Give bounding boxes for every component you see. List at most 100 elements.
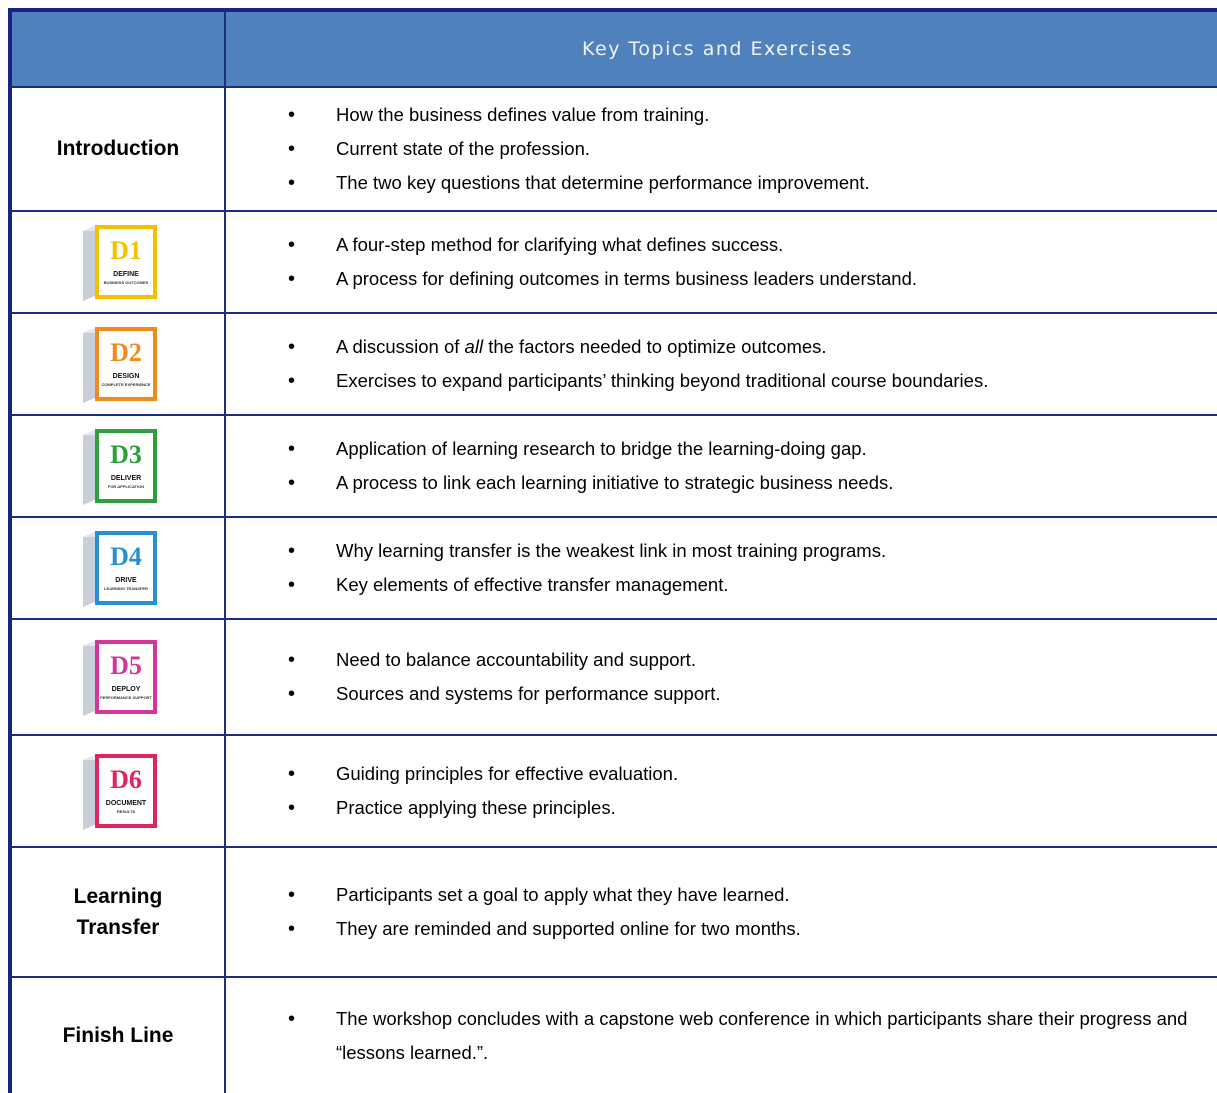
cube-front [95, 327, 157, 401]
table-row: Finish Line The workshop concludes with a… [12, 978, 1217, 1093]
bullet-list: Application of learning research to brid… [226, 432, 1209, 500]
cube-sub: RESULTS [117, 809, 136, 814]
label-text: Introduction [56, 137, 180, 161]
bullet-text: Exercises to expand participants’ thinki… [336, 370, 989, 391]
header-left [12, 12, 226, 86]
cube-sub: LEARNING TRANSFER [104, 586, 148, 591]
table-row: D3 DELIVER FOR APPLICATION Application of l… [12, 416, 1217, 518]
cube-icon: D2 DESIGN COMPLETE EXPERIENCE [83, 327, 157, 403]
bullets-cell: Guiding principles for effective evaluat… [226, 736, 1217, 846]
bullet-item: They are reminded and supported online f… [226, 912, 1209, 946]
table-row: D6 DOCUMENT RESULTS Guiding principles for … [12, 736, 1217, 848]
bullet-item: The workshop concludes with a capstone w… [226, 1002, 1209, 1070]
row-label: D5 DEPLOY PERFORMANCE SUPPORT [12, 620, 226, 734]
cube-side [83, 640, 97, 716]
bullet-text: The workshop concludes with a capstone w… [336, 1007, 1188, 1063]
cube-code: D2 [110, 338, 142, 367]
cube-code: D1 [110, 236, 142, 265]
cube-sub: BUSINESS OUTCOMES [104, 280, 149, 285]
table-row: D4 DRIVE LEARNING TRANSFER Why learning tra… [12, 518, 1217, 620]
bullet-list: Guiding principles for effective evaluat… [226, 757, 1209, 825]
bullet-item: Why learning transfer is the weakest lin… [226, 534, 1209, 568]
table: Key Topics and Exercises Introduction How … [8, 8, 1217, 1093]
cube-sub: PERFORMANCE SUPPORT [100, 695, 152, 700]
table-row: D5 DEPLOY PERFORMANCE SUPPORT Need to balan… [12, 620, 1217, 736]
bullet-list: Need to balance accountability and suppo… [226, 643, 1209, 711]
bullet-text: Participants set a goal to apply what th… [336, 884, 790, 905]
row-label: Introduction [12, 88, 226, 210]
row-label: D4 DRIVE LEARNING TRANSFER [12, 518, 226, 618]
bullet-item: Current state of the profession. [226, 132, 1209, 166]
row-label: D3 DELIVER FOR APPLICATION [12, 416, 226, 516]
bullets-cell: A four-step method for clarifying what d… [226, 212, 1217, 312]
bullet-item: Need to balance accountability and suppo… [226, 643, 1209, 677]
bullet-item: Application of learning research to brid… [226, 432, 1209, 466]
cube-sub: COMPLETE EXPERIENCE [101, 382, 150, 387]
bullet-text: Why learning transfer is the weakest lin… [336, 540, 887, 561]
label-text: Finish Line [62, 1023, 174, 1047]
bullet-item: Practice applying these principles. [226, 791, 1209, 825]
bullets-cell: The workshop concludes with a capstone w… [226, 978, 1217, 1093]
bullet-text: The two key questions that determine per… [336, 172, 870, 193]
bullets-cell: Why learning transfer is the weakest lin… [226, 518, 1217, 618]
bullet-text: all [464, 336, 484, 357]
bullet-item: Participants set a goal to apply what th… [226, 878, 1209, 912]
cube-icon: D6 DOCUMENT RESULTS [83, 754, 157, 830]
bullets-cell: A discussion of all the factors needed t… [226, 314, 1217, 414]
row-label: Finish Line [12, 978, 226, 1093]
cube-name: DEFINE [113, 271, 139, 278]
bullet-text: A process for defining outcomes in terms… [336, 268, 918, 289]
cube-icon: D1 DEFINE BUSINESS OUTCOMES [83, 225, 157, 301]
header-row: Key Topics and Exercises [12, 12, 1217, 88]
bullet-item: Guiding principles for effective evaluat… [226, 757, 1209, 791]
bullet-item: The two key questions that determine per… [226, 166, 1209, 200]
cube-sub: FOR APPLICATION [108, 484, 144, 489]
bullet-item: A discussion of all the factors needed t… [226, 330, 1209, 364]
row-label: Learning Transfer [12, 848, 226, 976]
cube-code: D3 [110, 440, 142, 469]
bullet-list: Why learning transfer is the weakest lin… [226, 534, 1209, 602]
bullet-list: A four-step method for clarifying what d… [226, 228, 1209, 296]
cube-front [95, 225, 157, 299]
bullet-item: Key elements of effective transfer manag… [226, 568, 1209, 602]
cube-front [95, 640, 157, 714]
cube-code: D6 [110, 765, 142, 794]
bullet-text: the factors needed to optimize outcomes. [483, 336, 827, 357]
bullet-text: Application of learning research to brid… [336, 438, 867, 459]
cube-name: DESIGN [113, 373, 140, 380]
bullet-item: A process to link each learning initiati… [226, 466, 1209, 500]
bullet-list: Participants set a goal to apply what th… [226, 878, 1209, 946]
row-label: D1 DEFINE BUSINESS OUTCOMES [12, 212, 226, 312]
bullet-text: Sources and systems for performance supp… [336, 683, 721, 704]
bullet-text: How the business defines value from trai… [336, 104, 710, 125]
bullets-cell: Need to balance accountability and suppo… [226, 620, 1217, 734]
bullet-item: How the business defines value from trai… [226, 98, 1209, 132]
cube-front [95, 531, 157, 605]
cube-icon: D3 DELIVER FOR APPLICATION [83, 429, 157, 505]
cube-side [83, 429, 97, 505]
cube-name: DOCUMENT [106, 800, 147, 807]
table-row: Learning Transfer Participants set a goal… [12, 848, 1217, 978]
bullet-text: They are reminded and supported online f… [336, 918, 801, 939]
cube-code: D5 [110, 651, 142, 680]
header-title: Key Topics and Exercises [582, 38, 853, 60]
bullet-item: Exercises to expand participants’ thinki… [226, 364, 1209, 398]
row-label: D2 DESIGN COMPLETE EXPERIENCE [12, 314, 226, 414]
bullet-list: A discussion of all the factors needed t… [226, 330, 1209, 398]
cube-name: DEPLOY [112, 686, 141, 693]
label-text: Learning Transfer [73, 884, 163, 940]
bullet-item: Sources and systems for performance supp… [226, 677, 1209, 711]
cube-icon: D4 DRIVE LEARNING TRANSFER [83, 531, 157, 607]
cube-front [95, 754, 157, 828]
cube-front [95, 429, 157, 503]
cube-side [83, 327, 97, 403]
cube-icon: D5 DEPLOY PERFORMANCE SUPPORT [83, 640, 157, 716]
bullet-text: A four-step method for clarifying what d… [336, 234, 784, 255]
bullets-cell: Application of learning research to brid… [226, 416, 1217, 516]
bullet-text: Current state of the profession. [336, 138, 590, 159]
bullet-item: A process for defining outcomes in terms… [226, 262, 1209, 296]
cube-name: DRIVE [115, 577, 137, 584]
cube-side [83, 754, 97, 830]
cube-code: D4 [110, 542, 142, 571]
cube-name: DELIVER [111, 475, 141, 482]
